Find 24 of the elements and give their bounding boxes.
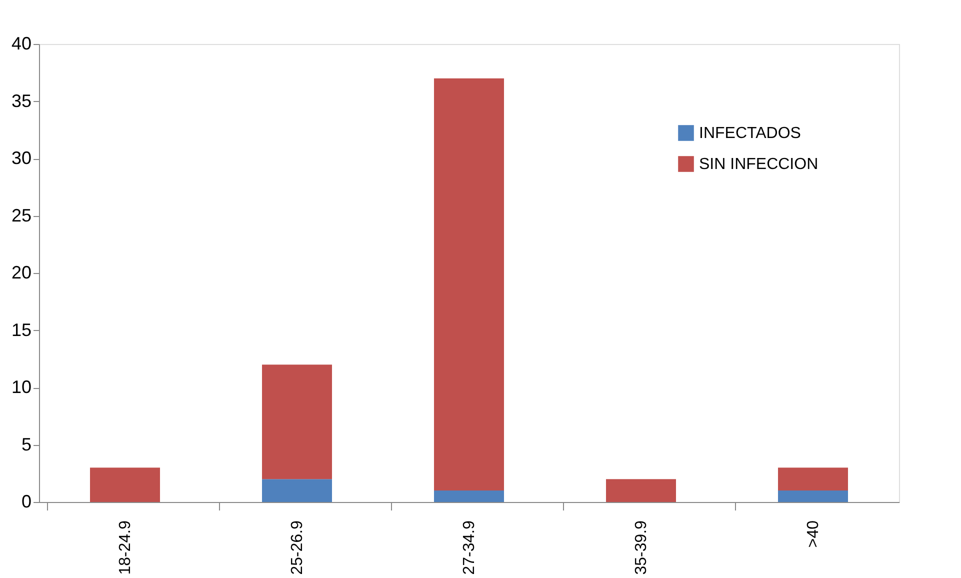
y-tick-label: 30 — [11, 148, 32, 168]
legend-label: INFECTADOS — [699, 125, 801, 142]
y-tick-label: 40 — [11, 34, 32, 54]
bar — [778, 490, 848, 502]
x-tick-label: 35-39.9 — [633, 520, 650, 575]
x-tick-label: 25-26.9 — [289, 520, 306, 575]
y-tick-label: 35 — [11, 90, 32, 111]
y-tick-label: 25 — [11, 205, 32, 226]
x-tick-label: 18-24.9 — [117, 520, 134, 575]
bar — [90, 468, 160, 502]
y-tick-label: 10 — [11, 377, 32, 397]
y-tick-label: 15 — [11, 320, 32, 340]
bar — [434, 490, 504, 502]
legend-label: SIN INFECCION — [699, 156, 818, 173]
x-tick-label: >40 — [805, 520, 822, 548]
y-tick-label: 5 — [21, 434, 32, 454]
x-tick-label: 27-34.9 — [461, 520, 478, 575]
bar — [262, 364, 332, 480]
bar — [434, 78, 504, 491]
bar — [262, 479, 332, 502]
y-tick-label: 0 — [21, 492, 32, 512]
y-tick-label: 20 — [11, 262, 32, 282]
bar — [606, 479, 676, 502]
bar — [778, 468, 848, 491]
